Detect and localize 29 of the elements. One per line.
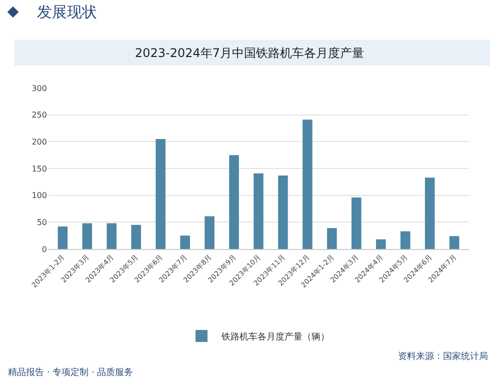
bar bbox=[278, 175, 288, 249]
bar bbox=[180, 236, 190, 249]
chart-title: 2023-2024年7月中国铁路机车各月度产量 bbox=[134, 46, 364, 60]
y-tick-label: 100 bbox=[32, 191, 47, 200]
y-tick-label: 50 bbox=[36, 218, 47, 227]
y-tick-label: 300 bbox=[32, 84, 47, 93]
chart-subtitle: 发展现状 bbox=[37, 3, 97, 21]
legend-label: 铁路机车各月度产量（辆） bbox=[220, 331, 330, 342]
y-tick-label: 0 bbox=[42, 244, 47, 254]
bar bbox=[424, 178, 435, 249]
y-tick-label: 200 bbox=[32, 137, 47, 146]
bar bbox=[254, 173, 264, 249]
text: 精品报告 · 专项定制 · 品质服务 bbox=[8, 367, 134, 378]
bar bbox=[449, 236, 460, 249]
y-tick-label: 250 bbox=[32, 110, 47, 120]
bar bbox=[58, 226, 68, 249]
bar bbox=[327, 228, 337, 249]
bar bbox=[82, 223, 92, 249]
bar bbox=[106, 223, 117, 249]
bar bbox=[229, 155, 239, 249]
bar bbox=[131, 224, 142, 249]
bar bbox=[204, 216, 214, 249]
bar bbox=[352, 197, 362, 249]
text: 资料来源：国家统计局 bbox=[398, 351, 488, 362]
y-tick-label: 150 bbox=[32, 164, 47, 174]
bar bbox=[302, 120, 312, 249]
bar bbox=[156, 138, 166, 249]
bar bbox=[400, 231, 410, 249]
bar bbox=[376, 239, 386, 249]
